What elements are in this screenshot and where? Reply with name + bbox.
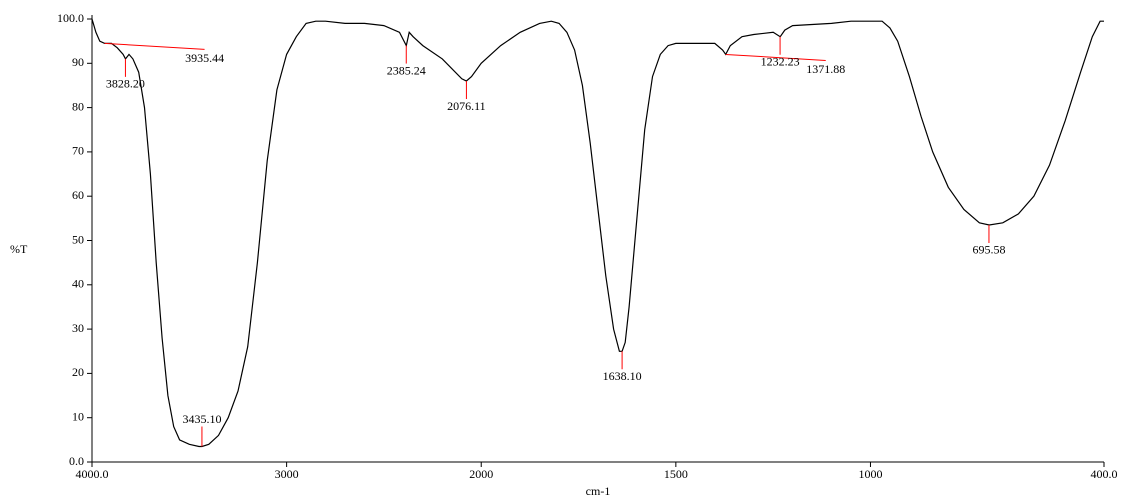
y-tick-label: 50 [72,232,84,246]
peak-marker [725,53,826,61]
x-tick-label: 1000 [858,467,882,481]
y-tick-label: 80 [72,99,84,113]
y-tick-label: 20 [72,365,84,379]
peak-label: 2076.11 [447,99,486,113]
y-tick-label: 40 [72,277,84,291]
y-tick-label: 0.0 [69,454,84,468]
x-tick-label: 1500 [664,467,688,481]
peak-marker [104,42,205,50]
spectrum-line [91,18,1104,448]
y-tick-label: 90 [72,55,84,69]
peak-label: 3435.10 [182,412,221,426]
y-axis-label: %T [10,242,28,256]
peak-label: 3828.20 [106,77,145,91]
x-tick-label: 2000 [469,467,493,481]
y-tick-label: 100.0 [57,11,84,25]
peak-label: 1371.88 [806,62,845,76]
peak-label: 3935.44 [185,51,224,65]
y-tick-label: 60 [72,188,84,202]
x-tick-label: 400.0 [1091,467,1118,481]
peak-label: 1232.23 [761,54,800,68]
x-tick-label: 4000.0 [76,467,109,481]
y-tick-label: 30 [72,321,84,335]
peak-label: 695.58 [972,243,1005,257]
y-tick-label: 10 [72,409,84,423]
x-tick-label: 3000 [275,467,299,481]
peak-label: 1638.10 [603,369,642,383]
peak-label: 2385.24 [387,63,426,77]
x-axis-label: cm-1 [586,484,611,498]
y-tick-label: 70 [72,144,84,158]
